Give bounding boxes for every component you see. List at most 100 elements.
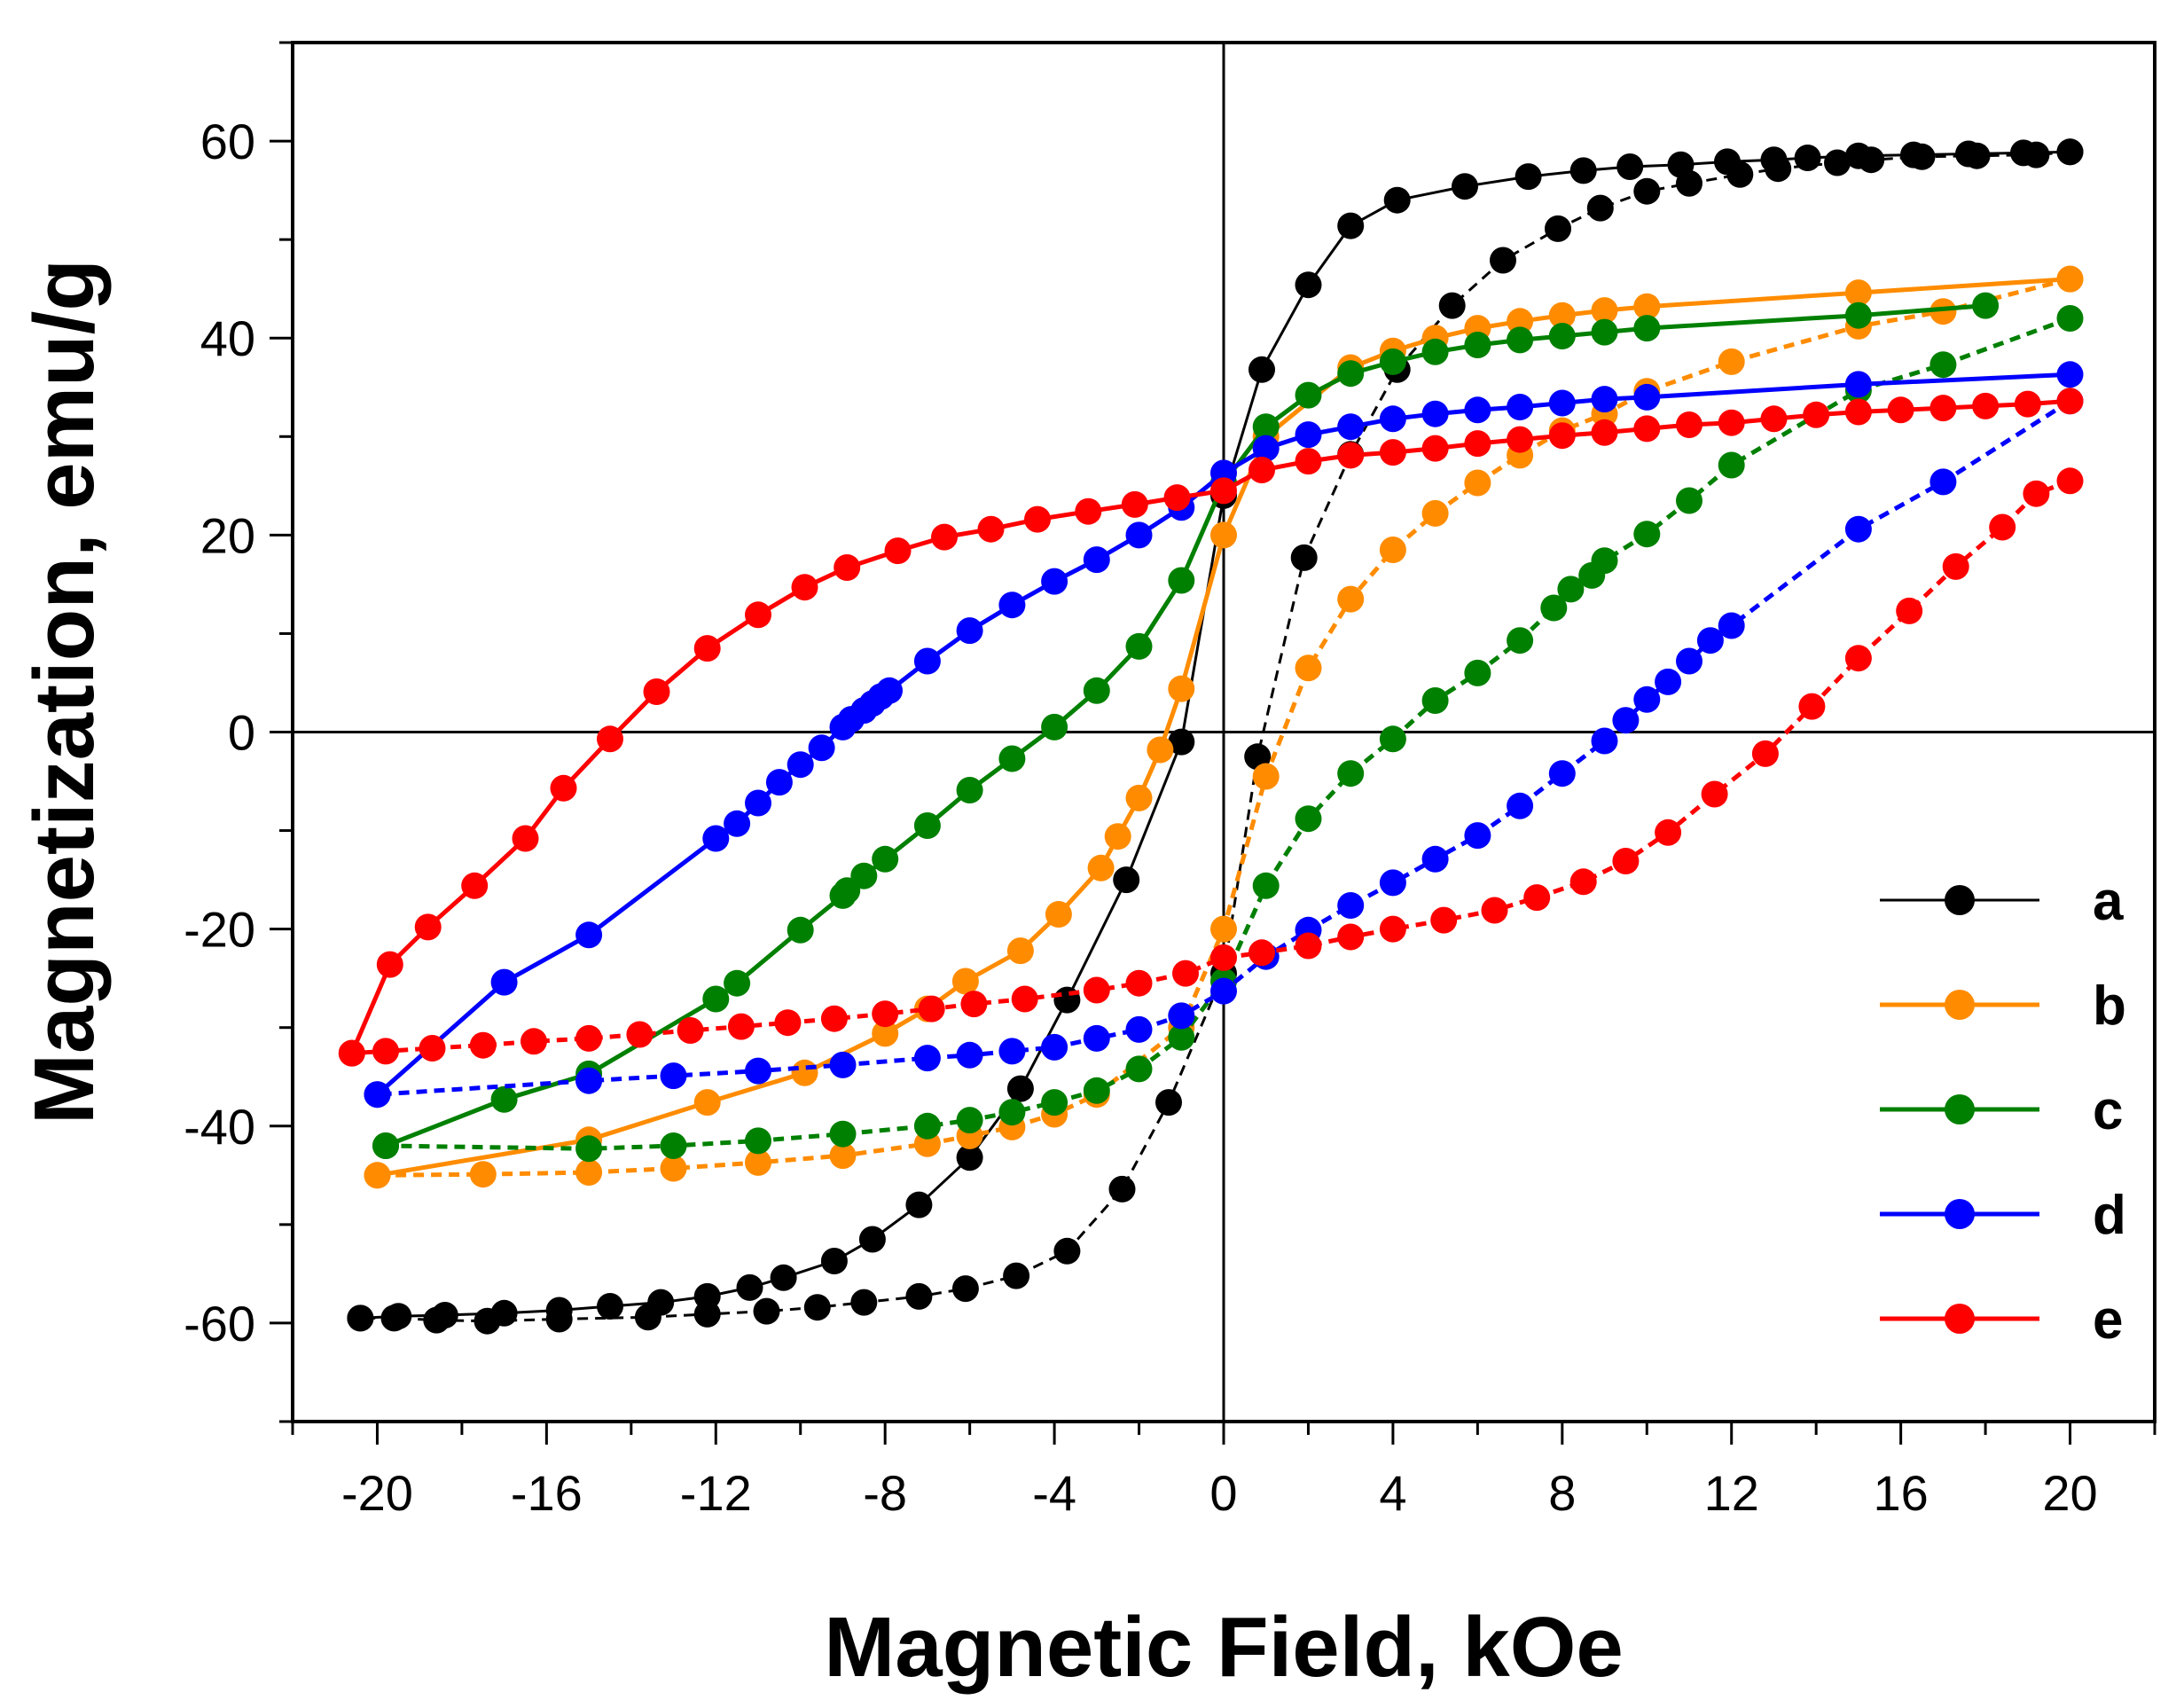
y-tick-label: 40 bbox=[200, 310, 255, 366]
series-c-point bbox=[1295, 381, 1322, 409]
series-e-point bbox=[884, 537, 912, 565]
series-c-point bbox=[1464, 659, 1491, 686]
series-d-point bbox=[1379, 869, 1406, 897]
series-e-point bbox=[1548, 422, 1576, 450]
series-c-point bbox=[1041, 1089, 1068, 1116]
series-e-point bbox=[1163, 484, 1191, 512]
series-a-point bbox=[1053, 1237, 1081, 1265]
series-e-point bbox=[1701, 780, 1728, 808]
series-a-point bbox=[347, 1305, 374, 1332]
series-e-point bbox=[1929, 395, 1957, 422]
series-d-point bbox=[1125, 1015, 1153, 1043]
series-c-point bbox=[1252, 413, 1280, 441]
series-d-point bbox=[1718, 612, 1745, 639]
series-a-point bbox=[1586, 194, 1614, 222]
series-e-point bbox=[414, 913, 442, 941]
series-d-point bbox=[787, 751, 814, 779]
series-b-point bbox=[745, 1148, 771, 1176]
series-c-point bbox=[660, 1132, 687, 1159]
y-tick-label: 0 bbox=[228, 705, 255, 761]
series-d-point bbox=[1548, 760, 1576, 787]
series-d-point bbox=[1591, 386, 1618, 413]
series-d-point bbox=[913, 1045, 941, 1072]
series-a-point bbox=[1113, 866, 1140, 894]
series-a-point bbox=[1290, 544, 1318, 571]
series-e-point bbox=[1523, 884, 1551, 912]
series-d-point bbox=[490, 968, 518, 996]
series-d-point bbox=[575, 921, 603, 949]
series-a-point bbox=[1963, 142, 1991, 169]
series-d-point bbox=[1083, 546, 1110, 574]
series-e-point bbox=[774, 1009, 802, 1037]
series-d-point bbox=[575, 1067, 603, 1094]
series-e-point bbox=[1803, 401, 1830, 428]
series-d-point bbox=[1844, 515, 1872, 543]
series-e-point bbox=[372, 1038, 399, 1065]
series-a-point bbox=[423, 1306, 450, 1334]
legend-label: a bbox=[2093, 871, 2124, 932]
series-b-point bbox=[1045, 901, 1072, 928]
series-c-point bbox=[1337, 760, 1365, 787]
series-e-point bbox=[1481, 897, 1508, 924]
series-c-point bbox=[1379, 348, 1406, 375]
series-c-point bbox=[1083, 1077, 1110, 1104]
series-d-point bbox=[364, 1081, 391, 1109]
series-d-point bbox=[1421, 400, 1449, 427]
series-e-point bbox=[1896, 597, 1923, 624]
series-a-point bbox=[1490, 247, 1516, 274]
series-b-point bbox=[951, 968, 979, 995]
series-b-point bbox=[1379, 537, 1406, 563]
series-b-point bbox=[1718, 348, 1745, 375]
series-d-point bbox=[1379, 405, 1406, 433]
series-a-point bbox=[905, 1191, 933, 1218]
series-a-point bbox=[1155, 1089, 1182, 1116]
legend-marker bbox=[1945, 990, 1975, 1020]
series-a-point bbox=[2023, 141, 2050, 168]
series-c-point bbox=[1125, 632, 1153, 660]
y-tick-label: 20 bbox=[200, 507, 255, 563]
series-a-point bbox=[380, 1305, 408, 1332]
series-c-point bbox=[1421, 338, 1449, 365]
series-b-point bbox=[791, 1059, 818, 1086]
series-d-point bbox=[1295, 421, 1322, 449]
x-tick-label: -16 bbox=[511, 1465, 583, 1521]
series-d-point bbox=[1655, 668, 1682, 695]
series-d-point bbox=[745, 789, 771, 817]
series-e-point bbox=[376, 951, 403, 978]
series-c-point bbox=[745, 1127, 771, 1155]
series-d-point bbox=[956, 1041, 983, 1069]
series-a-point bbox=[1108, 1175, 1136, 1203]
series-e-point bbox=[550, 774, 577, 802]
series-b-point bbox=[829, 1142, 857, 1170]
series-d-point bbox=[1507, 394, 1534, 420]
series-d-point bbox=[1507, 792, 1534, 819]
series-b-point bbox=[1210, 915, 1237, 943]
series-c-point bbox=[1929, 351, 1957, 379]
series-e-point bbox=[597, 725, 623, 753]
series-b-point bbox=[660, 1155, 687, 1182]
series-e-point bbox=[1248, 457, 1275, 483]
series-a-point bbox=[634, 1304, 661, 1331]
series-c-point bbox=[724, 969, 751, 997]
series-c-point bbox=[1295, 805, 1322, 833]
series-a-point bbox=[1633, 177, 1661, 205]
series-a-point bbox=[1295, 271, 1322, 299]
series-e-point bbox=[677, 1017, 704, 1044]
series-e-point bbox=[1887, 396, 1914, 424]
series-c-point bbox=[372, 1132, 399, 1159]
series-e-point bbox=[1751, 740, 1779, 767]
series-c-point bbox=[490, 1085, 518, 1113]
series-c-point bbox=[956, 777, 983, 803]
legend-label: e bbox=[2093, 1289, 2123, 1351]
y-tick-label: 60 bbox=[200, 114, 255, 169]
series-e-point bbox=[791, 574, 818, 601]
series-b-point bbox=[1548, 302, 1576, 329]
series-a-point bbox=[1858, 146, 1885, 174]
series-e-point bbox=[1210, 477, 1237, 505]
series-c-point bbox=[850, 862, 878, 889]
series-e-point bbox=[1121, 490, 1148, 518]
series-a-point bbox=[1003, 1262, 1030, 1289]
series-c-point bbox=[1633, 521, 1661, 548]
